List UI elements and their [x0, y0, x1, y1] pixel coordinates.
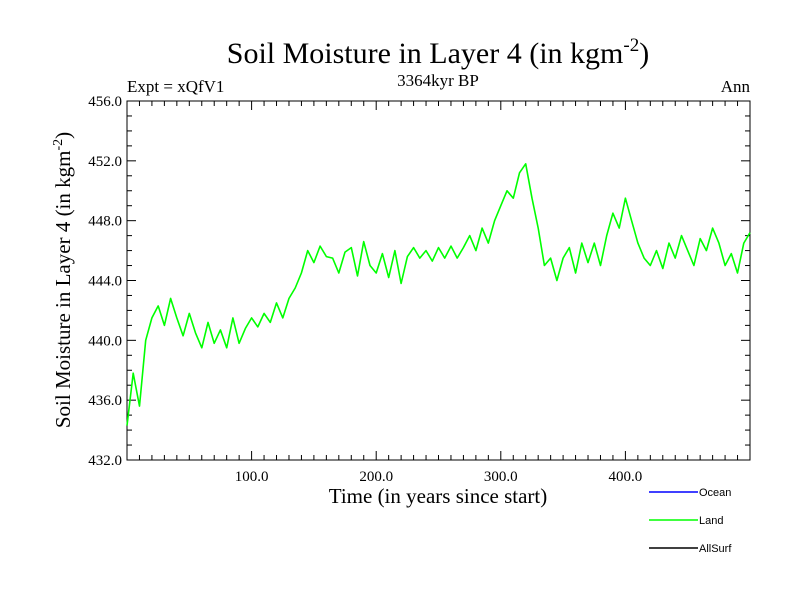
subtitle-period: 3364kyr BP [397, 71, 479, 90]
x-tick-label: 400.0 [609, 469, 643, 485]
x-tick-label: 200.0 [359, 469, 393, 485]
legend: Ocean Land AllSurf [649, 487, 732, 555]
y-axis-label: Soil Moisture in Layer 4 (in kgm-2) [51, 132, 75, 428]
plot-frame [126, 100, 751, 461]
x-tick-label: 100.0 [235, 469, 269, 485]
legend-label-land: Land [699, 515, 723, 527]
x-tick-label: 300.0 [484, 469, 518, 485]
y-tick-label: 444.0 [88, 274, 122, 290]
y-tick-label: 456.0 [88, 94, 122, 110]
legend-label-ocean: Ocean [699, 487, 731, 499]
chart-title: Soil Moisture in Layer 4 (in kgm-2) [227, 35, 649, 70]
y-tick-label: 432.0 [88, 453, 122, 469]
axis-ticks: 100.0 200.0 300.0 400.0 432.0 436.0 440.0 444.0… [88, 94, 750, 485]
y-tick-label: 448.0 [88, 214, 122, 230]
subtitle-season: Ann [721, 77, 751, 96]
subtitle-experiment: Expt = xQfV1 [127, 77, 224, 96]
y-tick-label: 452.0 [88, 154, 122, 170]
y-tick-label: 440.0 [88, 333, 122, 349]
x-axis-label: Time (in years since start) [329, 484, 548, 508]
legend-label-allsurf: AllSurf [699, 543, 732, 555]
y-tick-label: 436.0 [88, 393, 122, 409]
series-line-land [126, 163, 751, 426]
